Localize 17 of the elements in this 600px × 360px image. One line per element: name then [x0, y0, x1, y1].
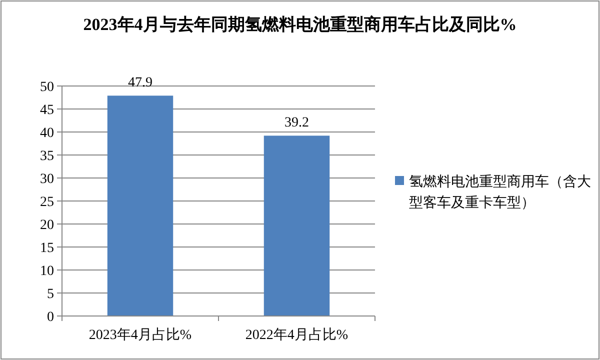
data-label: 39.2 — [284, 116, 309, 131]
ytick: 50 — [40, 80, 54, 95]
ytick: 25 — [40, 195, 54, 210]
xtick: 2023年4月占比% — [88, 328, 192, 343]
ytick: 20 — [40, 218, 54, 233]
ytick: 40 — [40, 126, 54, 141]
xtick: 2022年4月占比% — [245, 328, 348, 343]
ytick: 10 — [40, 264, 54, 279]
data-label: 47.9 — [128, 76, 152, 91]
title: 2023年4月与去年同期氢燃料电池重型商用车占比及同比% — [83, 15, 517, 34]
ytick: 30 — [40, 172, 54, 187]
ytick: 0 — [47, 310, 54, 325]
ytick: 5 — [47, 287, 54, 302]
ytick: 45 — [40, 103, 54, 118]
ytick: 15 — [40, 241, 54, 256]
legend-label: 氢燃料电池重型商用车（含大型客车及重卡车型） — [409, 175, 591, 211]
ytick: 35 — [40, 149, 54, 164]
